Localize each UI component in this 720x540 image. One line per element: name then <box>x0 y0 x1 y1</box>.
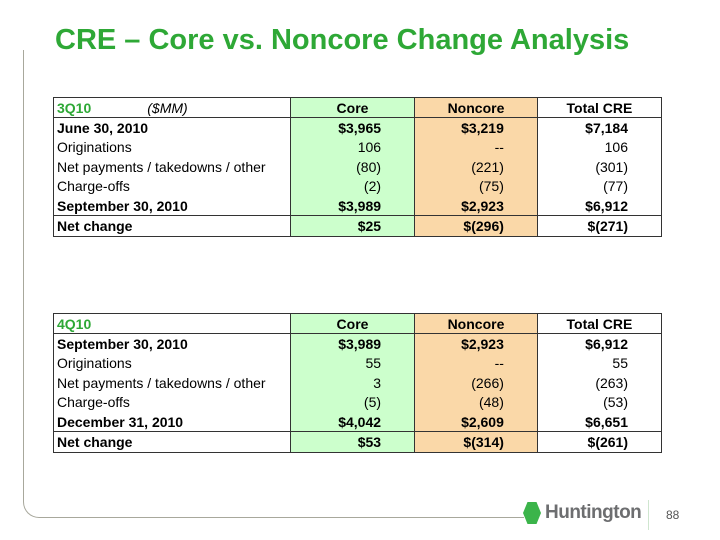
table-row: Charge-offs (5) (48) (53) <box>53 392 662 412</box>
core-header: Core <box>290 313 416 335</box>
row-label: Net payments / takedowns / other <box>53 157 291 177</box>
table-row: September 30, 2010 $3,989 $2,923 $6,912 <box>53 195 662 216</box>
table-row: Originations 106 -- 106 <box>53 137 662 158</box>
noncore-value: (48) <box>414 392 538 412</box>
table-row: Net payments / takedowns / other (80) (221… <box>53 157 662 177</box>
core-value: $3,989 <box>290 333 416 354</box>
core-header: Core <box>290 97 416 119</box>
noncore-value: -- <box>414 137 538 158</box>
row-label: Net payments / takedowns / other <box>53 373 291 393</box>
period-label: 4Q10 <box>57 315 92 332</box>
total-value: 106 <box>604 139 628 156</box>
row-label: September 30, 2010 <box>53 195 291 216</box>
noncore-value: (266) <box>414 373 538 393</box>
noncore-value: (221) <box>414 157 538 177</box>
period-header: 3Q10 ($MM) <box>53 97 291 119</box>
core-value: 55 <box>290 353 416 374</box>
total-value: $7,184 <box>585 120 628 137</box>
row-label: December 31, 2010 <box>53 411 291 432</box>
table-row: June 30, 2010 $3,965 $3,219 $7,184 <box>53 117 662 138</box>
noncore-value: $3,219 <box>414 117 538 138</box>
total-value: (301) <box>595 158 628 175</box>
row-label: Originations <box>53 353 291 374</box>
header-row: 4Q10 Core Noncore Total CRE <box>53 313 662 335</box>
total-value: 55 <box>612 355 628 372</box>
row-label: Net change <box>53 431 291 453</box>
slide-title: CRE – Core vs. Noncore Change Analysis <box>55 24 630 56</box>
table-row: Net payments / takedowns / other 3 (266) (2… <box>53 373 662 393</box>
row-label: Originations <box>53 137 291 158</box>
table-row: Charge-offs (2) (75) (77) <box>53 176 662 196</box>
core-value: $3,989 <box>290 195 416 216</box>
row-label: Charge-offs <box>53 392 291 412</box>
huntington-logo-icon <box>523 502 541 524</box>
core-value: 3 <box>290 373 416 393</box>
noncore-header: Noncore <box>414 97 538 119</box>
noncore-value: $2,609 <box>414 411 538 432</box>
total-value: $(261) <box>537 431 662 453</box>
noncore-header: Noncore <box>414 313 538 335</box>
table-row: Net change $25 $(296) $(271) <box>53 215 662 237</box>
total-value: $6,912 <box>585 336 628 353</box>
total-header: Total CRE <box>537 97 662 119</box>
table-4q10: 4Q10 Core Noncore Total CRE September 30, 20… <box>53 313 662 453</box>
table-row: Net change $53 $(314) $(261) <box>53 431 662 453</box>
noncore-value: (75) <box>414 176 538 196</box>
period-header: 4Q10 <box>53 313 291 335</box>
footer-divider <box>648 500 649 530</box>
period-label: 3Q10 <box>57 99 92 116</box>
table-row: Originations 55 -- 55 <box>53 353 662 374</box>
noncore-value: $2,923 <box>414 333 538 354</box>
noncore-value: $(314) <box>414 431 538 453</box>
total-value: (77) <box>603 178 628 195</box>
page-number: 88 <box>666 508 680 522</box>
row-label: Charge-offs <box>53 176 291 196</box>
total-value: (263) <box>595 374 628 391</box>
total-value: $6,651 <box>585 413 628 430</box>
noncore-value: $(296) <box>414 215 538 237</box>
total-value: $6,912 <box>585 197 628 214</box>
core-value: (2) <box>290 176 416 196</box>
core-value: $25 <box>290 215 416 237</box>
table-3q10: 3Q10 ($MM) Core Noncore Total CRE June 30, 20… <box>53 97 662 237</box>
huntington-logo: Huntington <box>523 502 642 524</box>
noncore-value: $2,923 <box>414 195 538 216</box>
total-header: Total CRE <box>537 313 662 335</box>
core-value: (5) <box>290 392 416 412</box>
table-row: December 31, 2010 $4,042 $2,609 $6,651 <box>53 411 662 432</box>
slide-frame-line <box>23 50 524 518</box>
row-label: September 30, 2010 <box>53 333 291 354</box>
core-value: 106 <box>290 137 416 158</box>
row-label: Net change <box>53 215 291 237</box>
core-value: $3,965 <box>290 117 416 138</box>
header-row: 3Q10 ($MM) Core Noncore Total CRE <box>53 97 662 119</box>
total-value: (53) <box>603 394 628 411</box>
core-value: $4,042 <box>290 411 416 432</box>
total-value: $(271) <box>537 215 662 237</box>
table-row: September 30, 2010 $3,989 $2,923 $6,912 <box>53 333 662 354</box>
unit-label: ($MM) <box>147 99 188 116</box>
core-value: $53 <box>290 431 416 453</box>
core-value: (80) <box>290 157 416 177</box>
row-label: June 30, 2010 <box>53 117 291 138</box>
brand-name: Huntington <box>545 502 642 523</box>
noncore-value: -- <box>414 353 538 374</box>
